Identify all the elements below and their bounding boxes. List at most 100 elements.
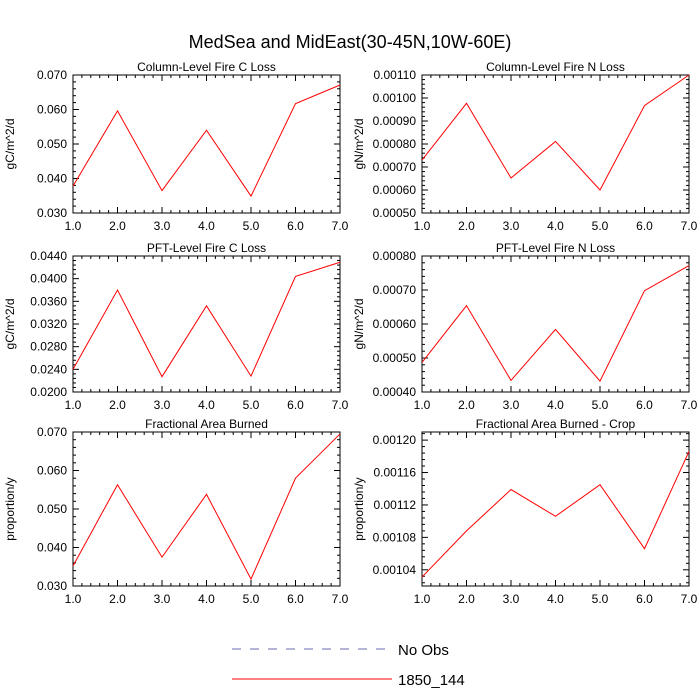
x-tick-label: 3.0 bbox=[154, 219, 171, 233]
x-tick-label: 2.0 bbox=[458, 219, 475, 233]
y-tick-label: 0.050 bbox=[37, 137, 67, 151]
y-tick-label: 0.0320 bbox=[30, 317, 67, 331]
x-tick-label: 6.0 bbox=[287, 592, 304, 606]
y-axis-label: proportion/y bbox=[352, 477, 366, 540]
y-axis-label: proportion/y bbox=[3, 477, 17, 540]
x-tick-label: 4.0 bbox=[198, 592, 215, 606]
x-tick-label: 1.0 bbox=[414, 398, 431, 412]
x-tick-label: 3.0 bbox=[154, 592, 171, 606]
y-tick-label: 0.0240 bbox=[30, 362, 67, 376]
x-tick-label: 3.0 bbox=[503, 398, 520, 412]
y-tick-label: 0.050 bbox=[37, 502, 67, 516]
series-line-1 bbox=[421, 74, 690, 191]
panel-5: Fractional Area Burned proportion/y 1.0 2.0… bbox=[3, 417, 349, 606]
legend: No Obs 1850_144 bbox=[232, 642, 465, 689]
x-tick-label: 2.0 bbox=[458, 398, 475, 412]
x-tick-label: 1.0 bbox=[65, 592, 82, 606]
panel-title: Fractional Area Burned - Crop bbox=[476, 417, 636, 431]
panel-title: Column-Level Fire N Loss bbox=[486, 60, 625, 74]
y-tick-label: 0.060 bbox=[37, 103, 67, 117]
y-axis-label: gN/m^2/d bbox=[352, 119, 366, 170]
series-line-1 bbox=[72, 433, 341, 581]
y-tick-label: 0.00050 bbox=[373, 351, 417, 365]
y-tick-label: 0.070 bbox=[37, 425, 67, 439]
x-tick-label: 3.0 bbox=[503, 592, 520, 606]
x-tick-label: 5.0 bbox=[592, 398, 609, 412]
y-axis-label: gC/m^2/d bbox=[3, 119, 17, 170]
chart-panels: Column-Level Fire C Loss gC/m^2/d 1.0 2.0 3.… bbox=[3, 60, 698, 606]
y-tick-label: 0.0440 bbox=[30, 249, 67, 263]
panel-title: Fractional Area Burned bbox=[145, 417, 268, 431]
panel-title: Column-Level Fire C Loss bbox=[137, 60, 276, 74]
series-line-1 bbox=[72, 261, 341, 378]
x-tick-label: 2.0 bbox=[109, 398, 126, 412]
y-tick-label: 0.00070 bbox=[373, 160, 417, 174]
figure-title: MedSea and MidEast(30-45N,10W-60E) bbox=[189, 32, 512, 52]
x-tick-label: 6.0 bbox=[636, 219, 653, 233]
x-tick-label: 6.0 bbox=[287, 219, 304, 233]
x-tick-label: 4.0 bbox=[547, 398, 564, 412]
x-tick-label: 6.0 bbox=[636, 398, 653, 412]
x-tick-label: 4.0 bbox=[198, 219, 215, 233]
x-tick-label: 4.0 bbox=[547, 592, 564, 606]
panel-6: Fractional Area Burned - Crop proportion/… bbox=[352, 417, 698, 606]
x-tick-label: 7.0 bbox=[332, 592, 349, 606]
y-tick-label: 0.040 bbox=[37, 541, 67, 555]
x-tick-label: 6.0 bbox=[636, 592, 653, 606]
x-tick-label: 2.0 bbox=[109, 592, 126, 606]
y-tick-label: 0.0200 bbox=[30, 385, 67, 399]
y-tick-label: 0.00080 bbox=[373, 137, 417, 151]
y-tick-label: 0.00108 bbox=[373, 530, 417, 544]
x-tick-label: 5.0 bbox=[243, 592, 260, 606]
x-tick-label: 7.0 bbox=[681, 398, 698, 412]
y-tick-label: 0.030 bbox=[37, 579, 67, 593]
y-tick-label: 0.0280 bbox=[30, 340, 67, 354]
x-tick-label: 5.0 bbox=[592, 592, 609, 606]
plot-frame bbox=[72, 431, 341, 587]
y-tick-label: 0.00090 bbox=[373, 114, 417, 128]
x-tick-label: 3.0 bbox=[503, 219, 520, 233]
y-tick-label: 0.00080 bbox=[373, 249, 417, 263]
y-tick-label: 0.00120 bbox=[373, 433, 417, 447]
series-line-1 bbox=[421, 265, 690, 383]
panel-3: PFT-Level Fire C Loss gC/m^2/d 1.0 2.0 3.0 4.… bbox=[3, 241, 349, 412]
panel-title: PFT-Level Fire N Loss bbox=[496, 241, 615, 255]
x-tick-label: 4.0 bbox=[547, 219, 564, 233]
x-tick-label: 1.0 bbox=[414, 592, 431, 606]
series-line-1 bbox=[72, 84, 341, 198]
y-tick-label: 0.070 bbox=[37, 68, 67, 82]
panel-1: Column-Level Fire C Loss gC/m^2/d 1.0 2.0 3.… bbox=[3, 60, 349, 233]
panel-title: PFT-Level Fire C Loss bbox=[147, 241, 266, 255]
x-tick-label: 1.0 bbox=[65, 219, 82, 233]
y-tick-label: 0.00050 bbox=[373, 206, 417, 220]
y-tick-label: 0.00060 bbox=[373, 317, 417, 331]
x-tick-label: 2.0 bbox=[458, 592, 475, 606]
x-tick-label: 6.0 bbox=[287, 398, 304, 412]
plot-frame bbox=[421, 74, 690, 214]
x-tick-label: 5.0 bbox=[243, 219, 260, 233]
y-tick-label: 0.00060 bbox=[373, 183, 417, 197]
x-tick-label: 1.0 bbox=[65, 398, 82, 412]
x-tick-label: 5.0 bbox=[243, 398, 260, 412]
x-tick-label: 3.0 bbox=[154, 398, 171, 412]
y-tick-label: 0.00112 bbox=[374, 498, 417, 512]
x-tick-label: 7.0 bbox=[332, 398, 349, 412]
plot-frame bbox=[72, 74, 341, 214]
x-tick-label: 2.0 bbox=[109, 219, 126, 233]
x-tick-label: 7.0 bbox=[332, 219, 349, 233]
y-tick-label: 0.00104 bbox=[373, 563, 417, 577]
legend-no-obs-label: No Obs bbox=[398, 642, 449, 659]
y-axis-label: gN/m^2/d bbox=[352, 299, 366, 350]
panel-4: PFT-Level Fire N Loss gN/m^2/d 1.0 2.0 3.0 4.… bbox=[352, 241, 698, 412]
series-line-1 bbox=[421, 451, 690, 578]
legend-series-label: 1850_144 bbox=[398, 672, 465, 689]
y-axis-label: gC/m^2/d bbox=[3, 299, 17, 350]
plot-frame bbox=[421, 431, 690, 587]
y-tick-label: 0.00116 bbox=[374, 466, 417, 480]
x-tick-label: 1.0 bbox=[414, 219, 431, 233]
y-tick-label: 0.0360 bbox=[30, 294, 67, 308]
y-tick-label: 0.00100 bbox=[373, 91, 417, 105]
y-tick-label: 0.0400 bbox=[30, 272, 67, 286]
panel-2: Column-Level Fire N Loss gN/m^2/d 1.0 2.0 3.… bbox=[352, 60, 698, 233]
